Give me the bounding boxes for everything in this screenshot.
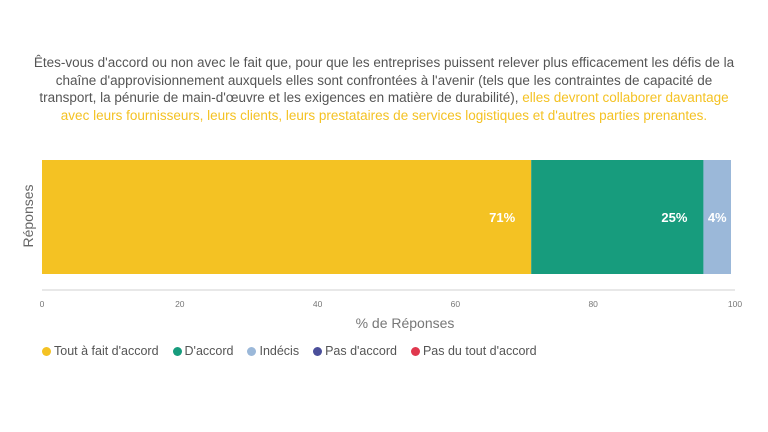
chart-title: Êtes-vous d'accord ou non avec le fait q… [30, 54, 738, 124]
x-tick-label: 0 [40, 299, 45, 309]
legend-swatch [172, 346, 182, 356]
legend-item: Pas du tout d'accord [410, 344, 537, 358]
bar-chart: Réponses 71% 25% 4% 0 20 40 60 80 100 % de Répo… [20, 160, 743, 331]
x-tick-label: 100 [728, 299, 742, 309]
y-axis-label: Réponses [20, 184, 36, 247]
x-tick-label: 60 [451, 299, 461, 309]
legend-label: Indécis [259, 344, 300, 358]
legend-swatch [42, 346, 51, 356]
data-label: 4% [708, 210, 727, 225]
x-axis-label: % de Réponses [356, 315, 455, 331]
legend-item: D'accord [172, 344, 234, 358]
bar-segment [42, 160, 532, 274]
title-text: Êtes-vous d'accord ou non avec le fait q… [33, 55, 735, 105]
legend-swatch [313, 346, 323, 356]
legend-label: Pas du tout d'accord [422, 344, 537, 358]
data-label: 71% [489, 210, 515, 225]
legend-item: Tout à fait d'accord [42, 344, 159, 358]
x-ticks: 0 20 40 60 80 100 [40, 299, 743, 309]
title-highlight-text: elles devront collaborer davantage avec … [60, 90, 729, 123]
x-tick-label: 20 [175, 299, 185, 309]
x-tick-label: 40 [313, 299, 323, 309]
legend-label: D'accord [184, 344, 234, 358]
legend-item: Indécis [247, 344, 299, 358]
legend-swatch [247, 346, 257, 356]
legend-label: Tout à fait d'accord [54, 344, 159, 358]
bar-segment [703, 160, 731, 274]
bar-segment [531, 160, 704, 274]
legend-item: Pas d'accord [313, 344, 397, 358]
legend: Tout à fait d'accord D'accord Indécis Pas d… [42, 344, 537, 358]
legend-swatch [410, 346, 420, 356]
data-label: 25% [661, 210, 687, 225]
y-axis: Réponses [20, 184, 36, 247]
x-tick-label: 80 [588, 299, 598, 309]
legend-label: Pas d'accord [325, 344, 397, 358]
bars-group: 71% 25% 4% [42, 160, 731, 274]
